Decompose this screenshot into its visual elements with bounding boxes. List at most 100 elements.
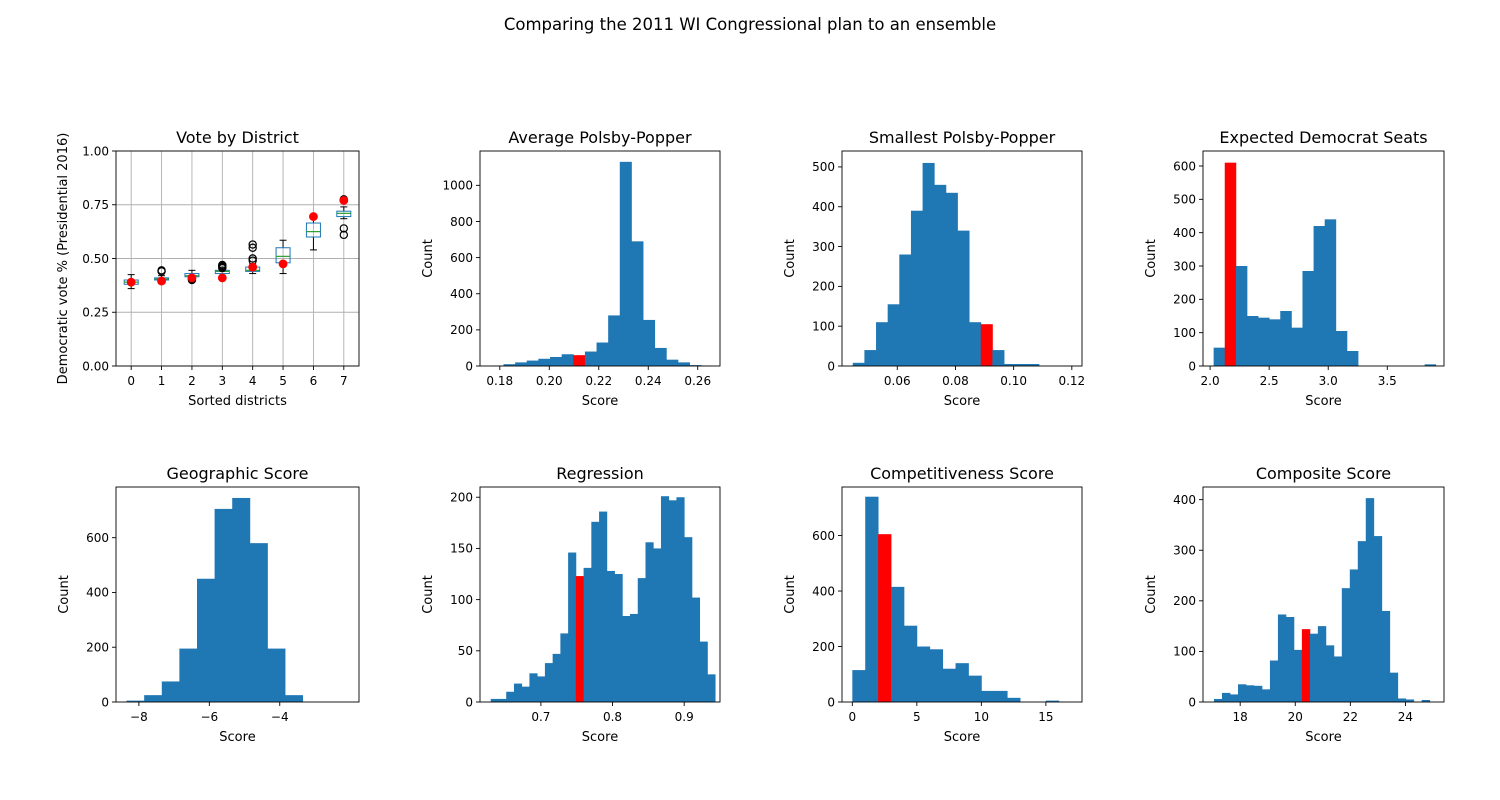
y-tick-label: 1.00 [82, 144, 109, 158]
axes-frame [115, 486, 360, 703]
histogram-bar [552, 653, 561, 702]
subplot-title: Geographic Score [166, 464, 308, 483]
histogram-bar [899, 254, 912, 366]
histogram-bar [1237, 684, 1247, 702]
histogram-bar [1349, 569, 1359, 702]
histogram-bar [537, 676, 546, 702]
histogram-bar [1309, 633, 1319, 702]
y-tick-label: 600 [86, 531, 109, 545]
x-axis-label: Score [219, 730, 255, 745]
y-tick-label: 200 [450, 491, 473, 505]
y-tick-label: 400 [1173, 493, 1196, 507]
x-axis-label: Score [582, 730, 618, 745]
histogram-bar [1365, 498, 1375, 702]
histogram-bar [676, 497, 685, 702]
histogram-bar [1235, 266, 1248, 366]
histogram-bar [929, 649, 944, 702]
x-tick-label: 0.10 [1000, 374, 1027, 388]
y-axis-label: Count [1144, 239, 1159, 278]
histogram-bar [631, 241, 644, 366]
x-tick-label: 7 [340, 374, 348, 388]
outlier-marker [339, 224, 349, 233]
histogram-bar [521, 686, 530, 702]
histogram-bar [1213, 347, 1226, 366]
y-tick-label: 200 [450, 323, 473, 337]
x-tick-label: 5 [279, 374, 287, 388]
y-axis-label: Count [421, 239, 436, 278]
y-tick-label: 400 [812, 584, 835, 598]
subplot-1: 0.18 0.20 0.22 0.24 0.26 0 200 400 600 800 1000 Ave… [421, 128, 721, 409]
x-axis-label: Score [1305, 730, 1341, 745]
histogram-bar [538, 358, 551, 366]
histogram-bar [544, 663, 554, 702]
x-tick-label: 18 [1233, 710, 1248, 724]
y-tick-label: 0.50 [82, 252, 109, 266]
histogram-bar [599, 511, 608, 702]
y-tick-label: 100 [1173, 645, 1196, 659]
histogram-bar [560, 633, 569, 702]
x-tick-label: 0.18 [486, 374, 513, 388]
y-tick-label: 400 [450, 287, 473, 301]
plan-point [339, 196, 349, 205]
histogram-bar [285, 695, 304, 702]
box [305, 222, 321, 238]
histogram-bar [916, 646, 931, 702]
histogram-bar [550, 356, 563, 366]
outlier-marker [248, 254, 257, 263]
histogram-bar [654, 347, 667, 366]
histogram-bar [561, 354, 574, 366]
y-axis-label: Count [783, 575, 798, 614]
histogram-bar [677, 362, 690, 366]
histogram-bar [992, 350, 1005, 366]
y-tick-label: 200 [1173, 293, 1196, 307]
plan-bar [573, 355, 586, 366]
histogram-bar [1258, 317, 1270, 366]
histogram-bar [526, 360, 539, 366]
plan-bar [878, 534, 892, 702]
histogram-bar [179, 648, 198, 702]
y-tick-label: 600 [812, 529, 835, 543]
x-tick-label: 2 [188, 374, 196, 388]
x-tick-label: 0 [849, 710, 857, 724]
histogram-bar [653, 548, 662, 702]
y-tick-label: 0.75 [82, 198, 109, 212]
histogram-bar [1373, 536, 1383, 702]
histogram-bar [1357, 541, 1367, 702]
histogram-bar [1261, 689, 1271, 702]
x-axis-label: Score [944, 394, 980, 409]
subplot-title: Vote by District [176, 128, 299, 147]
histogram-bar [1245, 685, 1255, 702]
histogram-bar [1222, 692, 1231, 702]
histogram-bar [498, 698, 507, 702]
x-tick-label: −4 [271, 710, 289, 724]
x-tick-label: 4 [249, 374, 257, 388]
x-tick-label: −6 [200, 710, 218, 724]
y-tick-label: 200 [1173, 594, 1196, 608]
x-tick-label: 3 [218, 374, 226, 388]
histogram-bar [707, 674, 716, 702]
histogram-bar [1381, 610, 1391, 702]
histogram-bar [994, 690, 1008, 702]
x-tick-label: 0.12 [1058, 374, 1085, 388]
histogram-bar [591, 521, 600, 702]
subplot-3: 2.0 2.5 3.0 3.5 0 100 200 300 400 500 600 Expected … [1144, 128, 1445, 409]
histogram-bar [1004, 364, 1017, 366]
histogram-bar [1246, 316, 1259, 366]
histogram-bar [1421, 699, 1431, 702]
y-tick-label: 400 [1173, 226, 1196, 240]
subplot-title: Regression [556, 464, 644, 483]
subplot-title: Smallest Polsby-Popper [869, 128, 1056, 147]
y-tick-label: 600 [450, 251, 473, 265]
axes-frame [841, 486, 1083, 703]
outlier-marker [157, 266, 166, 275]
x-tick-label: 0.26 [684, 374, 711, 388]
axes-frame [115, 150, 360, 367]
x-tick-label: 0.9 [675, 710, 694, 724]
histogram-bar [887, 304, 900, 366]
histogram-bar [1027, 364, 1040, 366]
histogram-bar [942, 668, 956, 702]
subplot-title: Expected Democrat Seats [1219, 128, 1427, 147]
x-tick-label: 20 [1288, 710, 1303, 724]
histogram-bar [596, 342, 609, 366]
